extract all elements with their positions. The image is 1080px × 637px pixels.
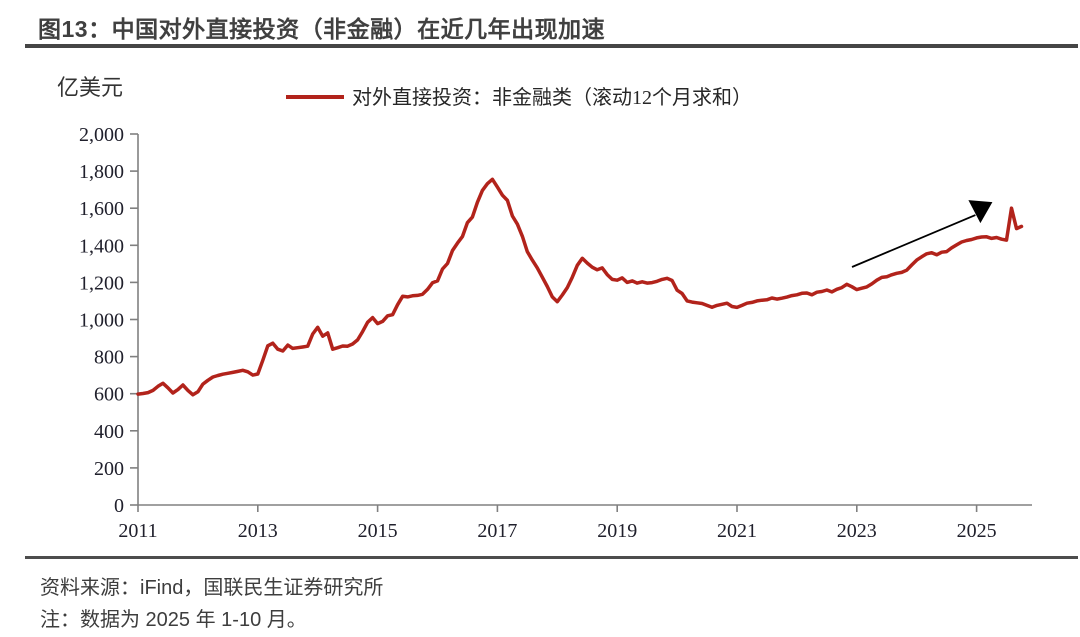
x-tick-label: 2025 xyxy=(957,520,997,542)
x-tick-label: 2011 xyxy=(118,520,157,542)
y-axis-labels: 0 200 400 600 800 1,000 1,200 1,400 1,600 1,800 2,… xyxy=(79,124,124,517)
arrow-shaft xyxy=(851,214,976,268)
x-tick-label: 2023 xyxy=(837,520,877,542)
y-tick-label: 600 xyxy=(94,384,124,406)
legend-label: 对外直接投资：非金融类（滚动12个月求和） xyxy=(352,86,752,109)
trend-arrow-annotation xyxy=(851,200,993,268)
x-tick-label: 2019 xyxy=(597,520,637,542)
x-tick-label: 2021 xyxy=(717,520,757,542)
arrow-head xyxy=(968,200,993,224)
axes xyxy=(130,133,1032,512)
figure-title: 图13：中国对外直接投资（非金融）在近几年出现加速 xyxy=(38,16,606,42)
y-tick-label: 400 xyxy=(94,421,124,443)
y-tick-label: 1,600 xyxy=(79,198,124,220)
note-text: 注：数据为 2025 年 1-10 月。 xyxy=(40,609,307,631)
y-axis-unit-label: 亿美元 xyxy=(57,75,123,100)
x-tick-label: 2015 xyxy=(358,520,398,542)
y-tick-label: 1,400 xyxy=(79,235,124,257)
y-tick-label: 1,200 xyxy=(79,272,124,294)
series-line xyxy=(136,177,1024,397)
y-tick-label: 800 xyxy=(94,347,124,369)
line-chart: 亿美元 对外直接投资：非金融类（滚动12个月求和） 0 200 400 600 800 1… xyxy=(57,75,1032,542)
y-tick-label: 1,000 xyxy=(79,310,124,332)
source-text: 资料来源：iFind，国联民生证券研究所 xyxy=(40,577,384,599)
x-tick-label: 2017 xyxy=(477,520,517,542)
y-tick-label: 200 xyxy=(94,458,124,480)
title-divider xyxy=(25,44,1078,48)
x-axis-labels: 2011 2013 2015 2017 2019 2021 2023 2025 xyxy=(118,520,996,542)
y-tick-label: 2,000 xyxy=(79,124,124,146)
footer-divider xyxy=(25,556,1078,559)
x-tick-label: 2013 xyxy=(238,520,278,542)
y-tick-label: 0 xyxy=(114,495,124,517)
y-tick-label: 1,800 xyxy=(79,161,124,183)
